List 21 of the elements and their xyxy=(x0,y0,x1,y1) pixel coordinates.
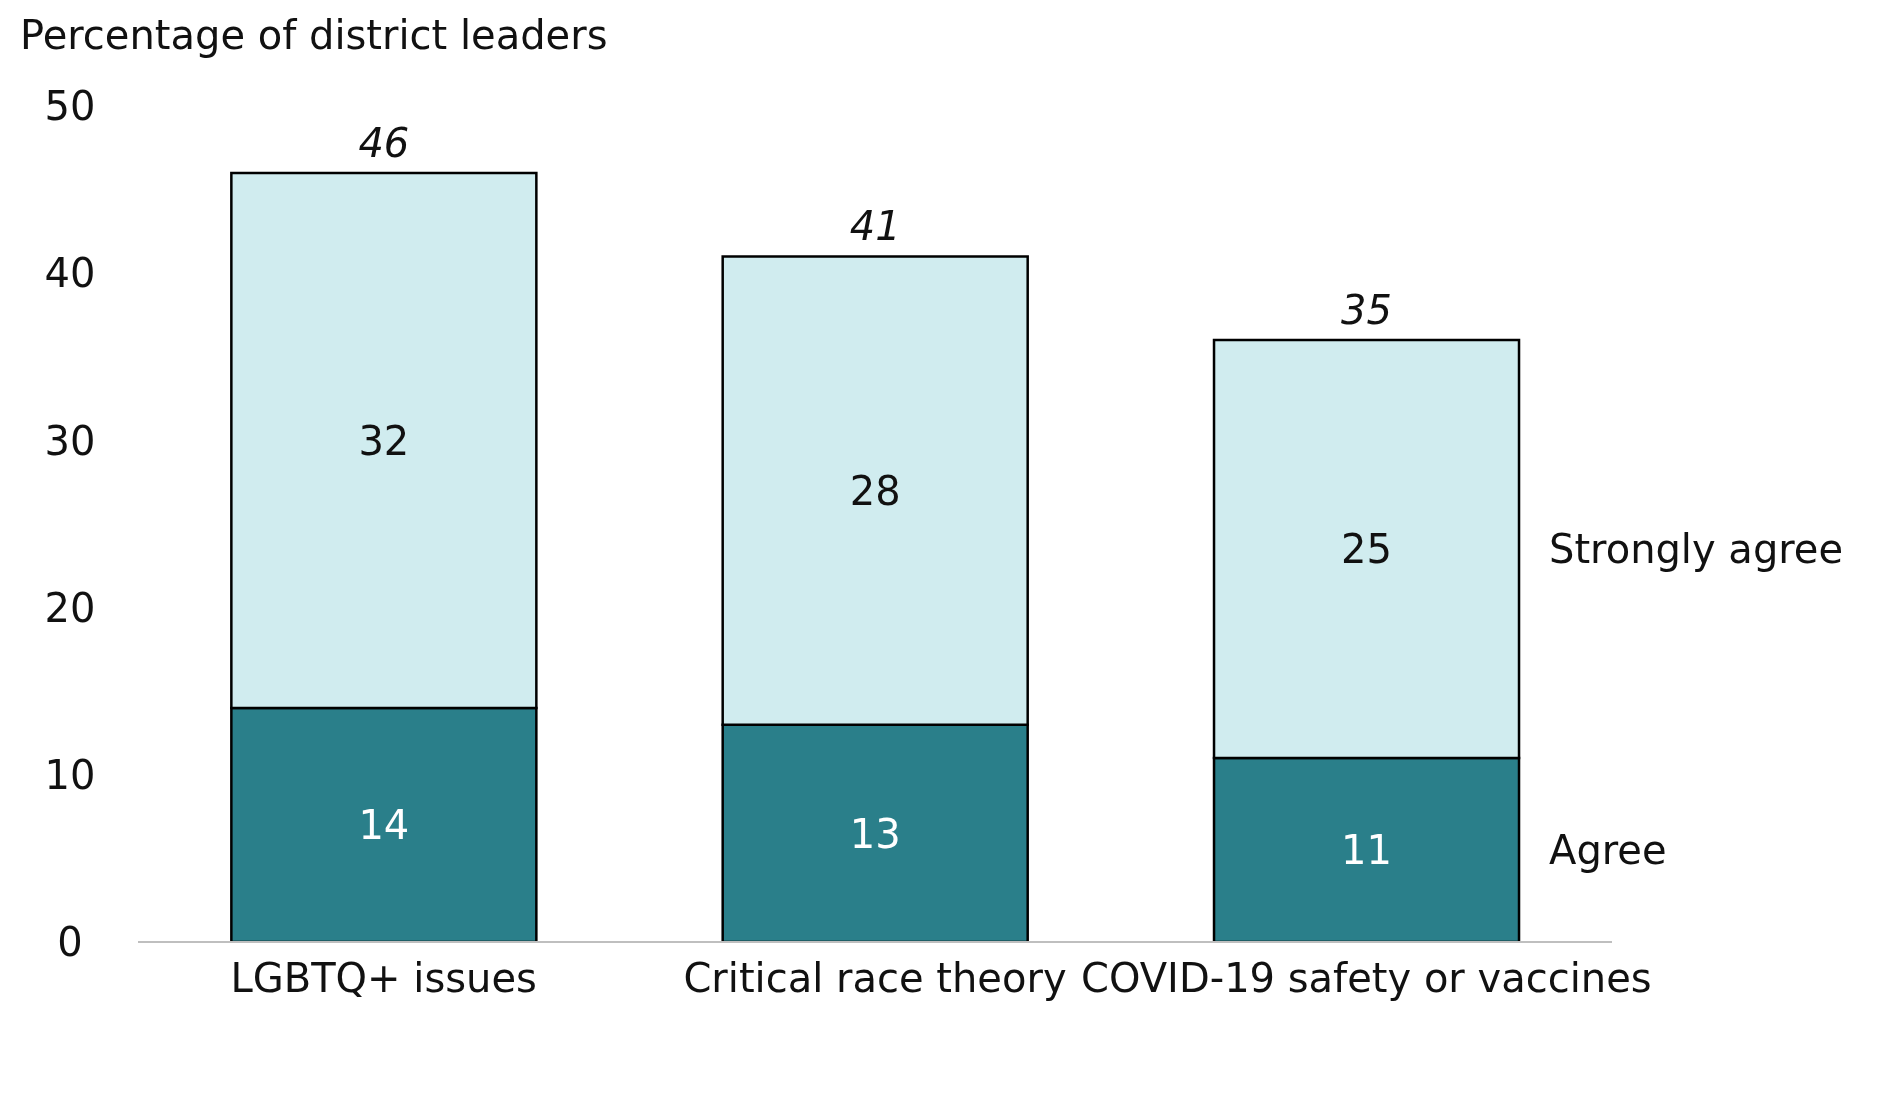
data-label: 14 xyxy=(358,802,410,849)
data-label: 11 xyxy=(1341,827,1392,874)
y-tick-label: 10 xyxy=(44,752,96,798)
x-tick-label: COVID-19 safety or vaccines xyxy=(1081,955,1652,1002)
data-label: 28 xyxy=(849,467,901,514)
y-tick-label: 30 xyxy=(44,417,96,464)
series-label: Strongly agree xyxy=(1549,526,1844,573)
total-label: 41 xyxy=(849,203,901,250)
total-label: 46 xyxy=(358,119,410,166)
y-axis-title: Percentage of district leaders xyxy=(20,12,608,58)
y-tick-label: 40 xyxy=(44,250,96,297)
data-label: 13 xyxy=(849,810,901,857)
x-tick-label: Critical race theory xyxy=(683,955,1067,1002)
series-label: Agree xyxy=(1549,827,1667,874)
data-label: 32 xyxy=(358,417,410,464)
total-label: 35 xyxy=(1341,287,1392,334)
x-tick-label: LGBTQ+ issues xyxy=(230,955,537,1002)
y-tick-label: 0 xyxy=(57,919,83,966)
data-label: 25 xyxy=(1341,526,1392,573)
y-tick-label: 50 xyxy=(44,83,96,130)
y-tick-label: 20 xyxy=(44,584,96,631)
